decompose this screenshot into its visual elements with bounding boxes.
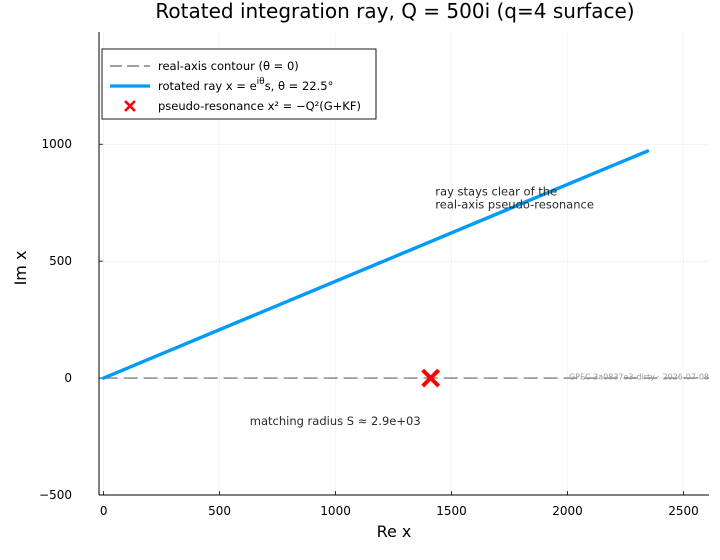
y-axis-label: Im x [11,251,30,286]
legend-label-1: rotated ray x = eiθs, θ = 22.5° [158,77,333,93]
legend-box [101,48,377,120]
annotation-line-0: ray stays clear of the [435,185,557,199]
chart-title: Rotated integration ray, Q = 500i (q=4 s… [155,0,634,23]
legend-label-sup: iθ [257,77,266,87]
legend: real-axis contour (θ = 0) rotated ray x =… [101,48,377,120]
axes [98,32,709,496]
marker-stroke-b [421,368,441,388]
x-tick-label-4: 2000 [552,504,583,518]
x-tick-label-0: 0 [100,504,108,518]
x-tick-label-1: 500 [208,504,231,518]
annotation-line-0: GPEC 3a0837e3-dirty · 2026-07-08 [569,372,709,381]
legend-label-main: rotated ray x = e [158,79,257,93]
legend-swatch-2 [124,100,136,112]
x-tick-label-2: 1000 [320,504,351,518]
annotation-line-0: matching radius S ≈ 2.9e+03 [250,414,421,428]
y-tick-label-2: 500 [49,254,72,268]
x-tick-label-5: 2500 [668,504,699,518]
series-line-1 [101,149,650,380]
legend-label-0: real-axis contour (θ = 0) [158,59,299,73]
annotation-2: GPEC 3a0837e3-dirty · 2026-07-08 [569,372,709,381]
y-tick-label-0: −500 [39,488,72,502]
annotation-0: ray stays clear of the real-axis pseudo-r… [435,185,594,212]
pseudo-resonance-marker [421,368,441,388]
series [101,149,709,388]
legend-x-b [124,100,136,112]
annotation-1: matching radius S ≈ 2.9e+03 [250,414,421,428]
x-axis-label: Re x [377,522,412,541]
legend-label-rest: s, θ = 22.5° [265,79,334,93]
x-tick-label-3: 1500 [436,504,467,518]
ticks: 0 500 1000 1500 2000 2500 −500 0 500 1000 [39,137,699,518]
legend-label-2: pseudo-resonance x² = −Q²(G+KF) [158,99,361,113]
annotations: ray stays clear of the real-axis pseudo-r… [250,185,709,428]
y-tick-label-1: 0 [64,371,72,385]
annotation-line-1: real-axis pseudo-resonance [435,198,594,212]
y-tick-label-3: 1000 [41,137,72,151]
